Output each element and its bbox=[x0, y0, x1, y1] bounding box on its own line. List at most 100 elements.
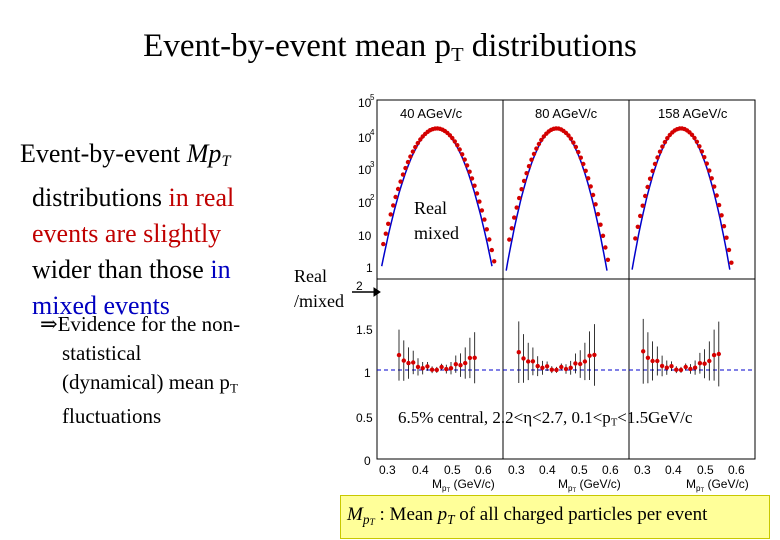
ratio-label: Real /mixed bbox=[294, 266, 344, 311]
ratio-point bbox=[415, 364, 421, 370]
real-point bbox=[702, 155, 707, 160]
ratio-point bbox=[669, 364, 674, 369]
x-tick: 0.4 bbox=[412, 463, 429, 477]
ratio-point bbox=[544, 364, 550, 369]
definition-box: MpT : Mean pT of all charged particles p… bbox=[340, 495, 770, 539]
real-point bbox=[709, 176, 714, 181]
ratio-y-tick: 0 bbox=[364, 454, 371, 468]
x-tick: 0.5 bbox=[444, 463, 461, 477]
slide-title: Event-by-event mean pT distributions bbox=[143, 28, 637, 67]
real-point bbox=[588, 184, 593, 189]
real-point bbox=[452, 139, 457, 144]
x-axis-label-80: MpT (GeV/c) bbox=[558, 477, 621, 494]
real-point bbox=[514, 205, 519, 210]
real-point bbox=[689, 132, 695, 137]
panel-label-80: 80 AGeV/c bbox=[535, 106, 598, 121]
real-point bbox=[512, 215, 517, 220]
x-tick: 0.4 bbox=[539, 463, 556, 477]
real-point bbox=[386, 221, 391, 226]
real-point bbox=[517, 195, 522, 201]
real-point bbox=[583, 168, 588, 173]
real-point bbox=[524, 171, 529, 176]
ratio-point bbox=[425, 364, 430, 369]
real-point bbox=[410, 149, 416, 154]
real-point bbox=[479, 208, 485, 213]
ratio-point bbox=[406, 360, 411, 366]
ratio-y-tick: 0.5 bbox=[356, 411, 373, 425]
ratio-point bbox=[429, 367, 435, 372]
real-point bbox=[665, 136, 670, 141]
real-point bbox=[393, 194, 398, 200]
real-point bbox=[640, 203, 645, 208]
ratio-point bbox=[516, 350, 521, 355]
real-point bbox=[492, 259, 497, 264]
real-point bbox=[726, 247, 732, 253]
x-tick: 0.6 bbox=[475, 463, 492, 477]
ratio-point bbox=[659, 363, 665, 369]
ratio-point bbox=[549, 367, 554, 372]
ratio-point bbox=[688, 366, 693, 372]
real-point bbox=[571, 140, 576, 145]
ratio-y-tick: 1.5 bbox=[356, 323, 373, 337]
real-point bbox=[509, 226, 514, 231]
real-point bbox=[467, 169, 472, 174]
real-point bbox=[576, 149, 581, 155]
real-point bbox=[418, 137, 423, 142]
mixed-curve bbox=[505, 127, 608, 271]
real-point bbox=[398, 179, 403, 184]
ratio-point bbox=[530, 359, 536, 364]
real-point bbox=[383, 231, 388, 236]
top-y-exp: 2 bbox=[370, 193, 375, 202]
ratio-point bbox=[563, 366, 569, 372]
ratio-point bbox=[678, 367, 684, 373]
top-panel-frames bbox=[376, 99, 756, 460]
ratio-point bbox=[692, 365, 698, 370]
real-point bbox=[600, 233, 606, 238]
real-point bbox=[598, 222, 603, 227]
real-point bbox=[581, 161, 586, 167]
panel-label-158: 158 AGeV/c bbox=[658, 106, 728, 121]
real-point bbox=[469, 176, 475, 181]
real-point bbox=[590, 192, 596, 198]
x-tick: 0.5 bbox=[697, 463, 714, 477]
x-tick: 0.3 bbox=[508, 463, 525, 477]
real-point bbox=[573, 144, 579, 150]
real-point bbox=[707, 168, 712, 173]
real-point bbox=[721, 224, 727, 229]
real-point bbox=[566, 133, 571, 138]
x-tick: 0.4 bbox=[665, 463, 682, 477]
real-point bbox=[450, 135, 455, 141]
top-y-tick: 10 bbox=[358, 196, 372, 210]
ratio-point bbox=[535, 363, 540, 369]
real-point bbox=[704, 161, 709, 166]
real-point bbox=[531, 151, 537, 157]
real-point bbox=[724, 235, 729, 240]
ratio-y-ticks: 1.5 1 0.5 0 bbox=[356, 323, 373, 468]
ratio-point bbox=[401, 358, 406, 363]
main-bullet: Event-by-event MpT distributions in real… bbox=[20, 139, 235, 321]
real-point bbox=[603, 245, 608, 250]
real-point bbox=[464, 163, 470, 168]
sub-bullet: ⇒Evidence for the non- statistical (dyna… bbox=[40, 312, 241, 429]
real-point bbox=[477, 199, 482, 204]
real-point bbox=[650, 168, 655, 174]
ratio-frame-40 bbox=[376, 278, 504, 460]
real-point bbox=[712, 184, 717, 189]
real-point bbox=[633, 236, 638, 241]
x-tick: 0.3 bbox=[379, 463, 396, 477]
top-y-exp: 3 bbox=[370, 160, 375, 169]
real-point bbox=[593, 202, 598, 207]
real-point bbox=[578, 155, 583, 160]
real-point bbox=[381, 241, 386, 247]
ratio-point bbox=[573, 361, 578, 366]
ratio-point bbox=[467, 355, 473, 361]
real-point bbox=[694, 139, 700, 144]
real-point bbox=[716, 202, 722, 208]
top-y-extra-tick: 2 bbox=[356, 279, 363, 293]
real-point bbox=[699, 149, 705, 154]
real-point bbox=[455, 143, 460, 148]
ratio-point bbox=[420, 366, 425, 371]
real-point bbox=[507, 237, 512, 242]
x-tick: 0.3 bbox=[634, 463, 651, 477]
ratio-point bbox=[396, 352, 402, 358]
